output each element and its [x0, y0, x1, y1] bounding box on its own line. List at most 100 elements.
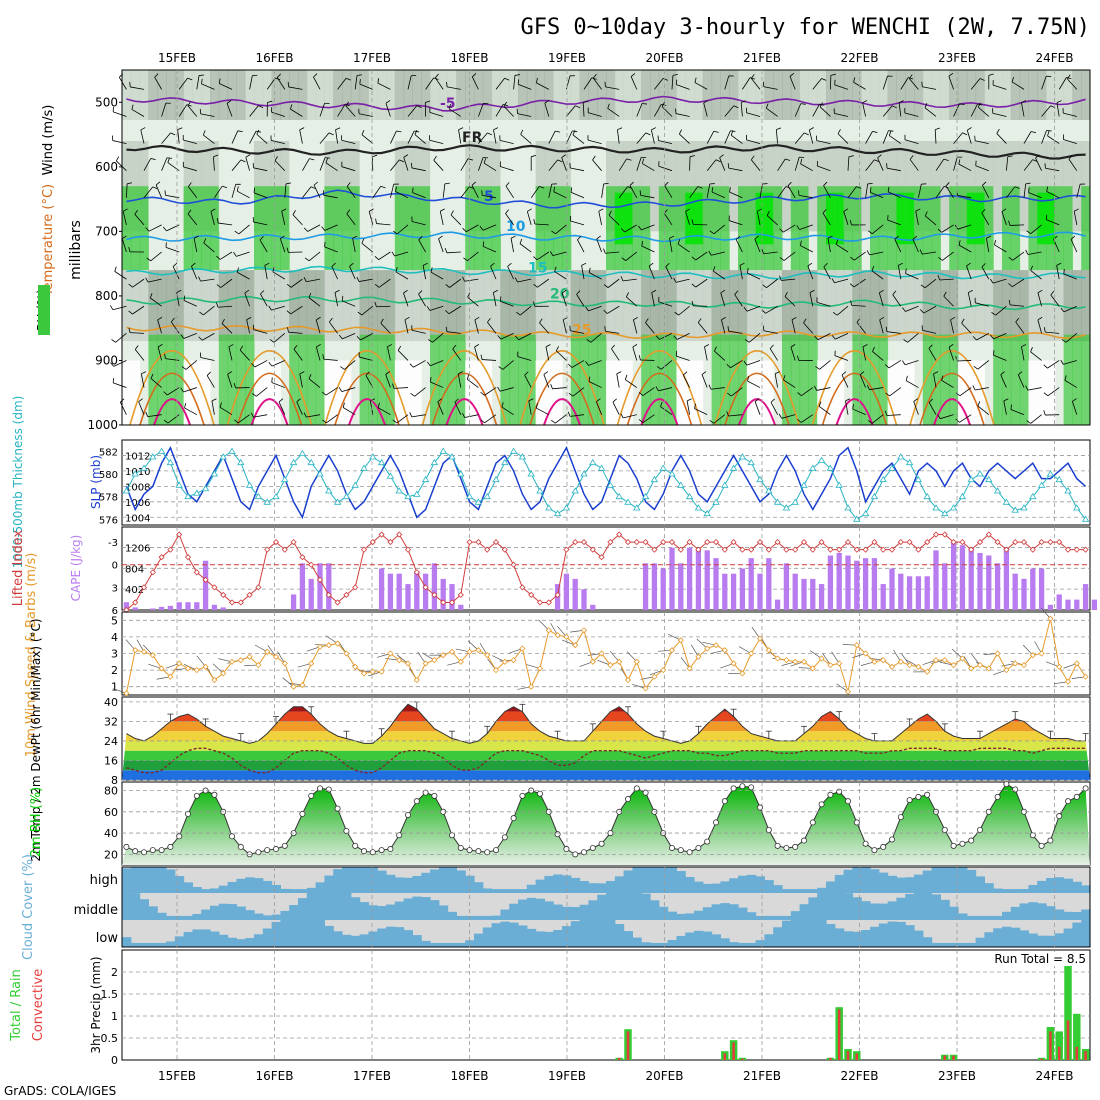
- wind-barb-flag: [505, 209, 509, 214]
- rh-shade-cell: [914, 270, 924, 342]
- rh-shade-cell: [254, 270, 264, 342]
- lifted-index-marker: [774, 539, 781, 546]
- thickness-marker: [747, 458, 755, 466]
- wind-barb: [425, 77, 434, 90]
- wind-barb-flag: [260, 290, 265, 295]
- cloud-cell: [694, 910, 704, 920]
- wind-temp-rh-panel: -5FR5101520255006007008009001000millibar…: [35, 69, 1091, 432]
- wind-barb-flag: [734, 290, 739, 295]
- wind-barb-flag: [754, 235, 760, 240]
- cloud-cell: [852, 931, 862, 947]
- cloud-cell: [438, 942, 449, 947]
- wind-speed-marker: [844, 688, 852, 695]
- wind-barb: [271, 382, 285, 388]
- wind-barb: [555, 414, 567, 424]
- wind-barb-flag: [941, 375, 944, 381]
- wind-barb-flag: [814, 385, 818, 391]
- rh-marker: [149, 847, 156, 854]
- lifted-tick-label: 0: [112, 561, 118, 572]
- cloud-cell: [562, 906, 572, 920]
- wind-speed-marker: [1047, 615, 1054, 622]
- rh-marker: [686, 849, 693, 856]
- wind-barb-flag: [445, 310, 450, 315]
- cloud-cell: [773, 915, 783, 920]
- wind-barb: [993, 354, 1007, 361]
- cloud-cell: [799, 920, 809, 947]
- wind-barb-flag: [141, 371, 146, 375]
- thickness-marker: [756, 475, 764, 483]
- wind-barb-flag: [791, 316, 797, 321]
- wind-barb: [150, 251, 162, 262]
- rh-shade-cell: [922, 334, 933, 425]
- rh-shade-cell: [526, 141, 537, 232]
- wind-barb-flag: [482, 241, 485, 247]
- wind-barb: [430, 381, 444, 388]
- wind-barb: [1023, 159, 1033, 171]
- isotherm-label: 5: [484, 189, 494, 205]
- rh-shade-cell: [808, 70, 818, 120]
- rh-marker: [343, 827, 350, 834]
- top-date-axis: 15FEB 16FEB 17FEB 18FEB 19FEB 20FEB 21FEB 22FEB…: [158, 51, 1074, 65]
- wind-barb-flag: [356, 74, 363, 76]
- wind-barb: [869, 387, 884, 391]
- thickness-marker: [641, 492, 650, 500]
- wind-barb: [953, 157, 958, 171]
- wind-barb-flag: [167, 157, 170, 163]
- wind-barb: [446, 251, 461, 254]
- cloud-cell: [702, 883, 713, 893]
- wind-barb: [505, 185, 514, 199]
- wind-barb: [319, 132, 330, 144]
- wind-barb: [645, 322, 655, 334]
- wind-speed-marker: [959, 655, 966, 662]
- lifted-index-marker: [140, 584, 148, 591]
- rh-shade-cell: [720, 70, 730, 120]
- wind-barb: [460, 158, 469, 171]
- wind-barb-flag: [872, 130, 878, 133]
- lifted-tick-label: 6: [112, 606, 118, 617]
- wind-barb-flag: [945, 182, 950, 187]
- cloud-cell: [1081, 920, 1091, 947]
- wind-barb-flag: [304, 257, 310, 262]
- wind-speed-marker: [668, 647, 676, 654]
- wind-barb-flag: [712, 266, 716, 272]
- wind-speed-marker: [1082, 673, 1089, 680]
- lifted-index-marker: [431, 591, 438, 598]
- wind-barb-flag: [276, 73, 281, 78]
- wind-barb-flag: [1072, 398, 1077, 402]
- wind-barb: [1037, 319, 1042, 334]
- wind-barb-flag: [555, 346, 560, 351]
- thickness-marker: [800, 481, 808, 488]
- cloud-cell: [940, 867, 950, 893]
- thickness-marker: [457, 470, 465, 477]
- wind-barb-flag: [368, 208, 374, 212]
- rh-shade-cell: [130, 70, 141, 120]
- cloud-cell: [333, 893, 343, 920]
- wind-barb: [553, 191, 567, 199]
- cape-bar: [862, 558, 869, 610]
- wind-barb-flag: [255, 130, 262, 133]
- wind-barb: [487, 322, 497, 334]
- cape-bar: [202, 560, 209, 610]
- wind-barb-flag: [859, 371, 865, 375]
- cloud-cell: [808, 897, 818, 920]
- wind-barb-flag: [935, 127, 941, 130]
- wind-barb-flag: [483, 158, 486, 164]
- cloud-cell: [430, 942, 440, 947]
- surface-wind-barb: [479, 642, 488, 656]
- cloud-cell: [122, 868, 132, 893]
- wind-barb: [219, 251, 233, 260]
- rh-shade-cell: [482, 70, 493, 120]
- wind-barb-flag: [962, 132, 968, 136]
- cape-bar: [1091, 599, 1098, 610]
- wind-barb-flag: [259, 236, 264, 241]
- wind-barb: [429, 111, 444, 117]
- wind-barb-flag: [422, 262, 428, 266]
- wind-barb: [859, 374, 866, 388]
- cloud-cell: [315, 920, 325, 947]
- wind-speed-marker: [976, 662, 984, 669]
- wind-barb-flag: [425, 100, 431, 103]
- cloud-cell: [236, 939, 246, 947]
- wind-barb: [870, 191, 884, 199]
- wind-speed-marker: [994, 650, 1001, 657]
- lifted-index-marker: [730, 539, 737, 546]
